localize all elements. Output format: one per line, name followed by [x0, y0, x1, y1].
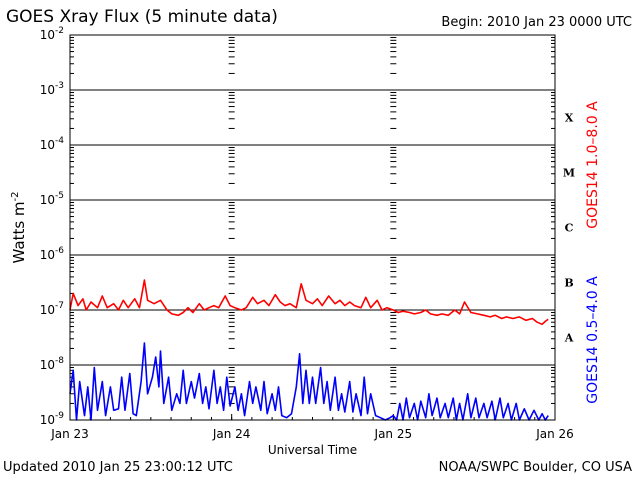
- y-tick-exponent: -6: [55, 246, 64, 256]
- flare-class-label: C: [565, 222, 574, 235]
- y-tick-label: 10-5: [40, 191, 64, 207]
- y-tick-base: 10: [40, 193, 55, 207]
- flare-class-label: A: [564, 332, 574, 345]
- series-layer: [69, 279, 549, 421]
- y-tick-label: 10-2: [40, 26, 64, 42]
- y-tick-exponent: -8: [55, 356, 64, 366]
- legend-long-wavelength: GOES14 1.0–8.0 A: [585, 101, 601, 229]
- y-tick-exponent: -3: [55, 81, 64, 91]
- credit-label: NOAA/SWPC Boulder, CO USA: [438, 460, 632, 475]
- y-tick-base: 10: [40, 138, 55, 152]
- y-tick-exponent: -5: [55, 191, 64, 201]
- y-tick-exponent: -4: [55, 136, 64, 146]
- y-tick-base: 10: [40, 248, 55, 262]
- x-tick-label: Jan 25: [374, 427, 413, 441]
- x-tick-label: Jan 23: [50, 427, 89, 441]
- chart-title: GOES Xray Flux (5 minute data): [6, 7, 278, 27]
- y-tick-label: 10-7: [40, 301, 64, 317]
- x-axis-label: Universal Time: [268, 443, 357, 457]
- y-tick-base: 10: [40, 413, 55, 427]
- y-axis-label-text: Watts m: [10, 201, 28, 263]
- x-tick-label: Jan 24: [212, 427, 251, 441]
- series-line-long-wavelength: [69, 279, 549, 326]
- x-tick-label: Jan 26: [535, 427, 574, 441]
- flare-class-label: X: [565, 112, 574, 125]
- y-tick-base: 10: [40, 303, 55, 317]
- y-tick-base: 10: [40, 83, 55, 97]
- flare-class-label: M: [563, 167, 575, 180]
- y-tick-label: 10-3: [40, 81, 64, 97]
- y-tick-exponent: -2: [55, 26, 64, 36]
- y-tick-label: 10-9: [40, 411, 65, 427]
- y-tick-label: 10-8: [40, 356, 65, 372]
- begin-time-label: Begin: 2010 Jan 23 0000 UTC: [441, 15, 632, 30]
- y-tick-base: 10: [40, 28, 55, 42]
- flare-class-label: B: [564, 277, 573, 290]
- plot-frame: [69, 34, 556, 421]
- y-axis-label: Watts m-2: [10, 191, 28, 263]
- legend-short-wavelength: GOES14 0.5–4.0 A: [585, 276, 601, 404]
- y-tick-base: 10: [40, 358, 55, 372]
- y-tick-label: 10-4: [40, 136, 65, 152]
- y-tick-label: 10-6: [40, 246, 65, 262]
- y-tick-exponent: -9: [55, 411, 64, 421]
- updated-timestamp: Updated 2010 Jan 25 23:00:12 UTC: [3, 460, 233, 475]
- y-axis-label-superscript: -2: [10, 191, 21, 201]
- y-tick-exponent: -7: [55, 301, 64, 311]
- series-line-short-wavelength: [69, 342, 549, 421]
